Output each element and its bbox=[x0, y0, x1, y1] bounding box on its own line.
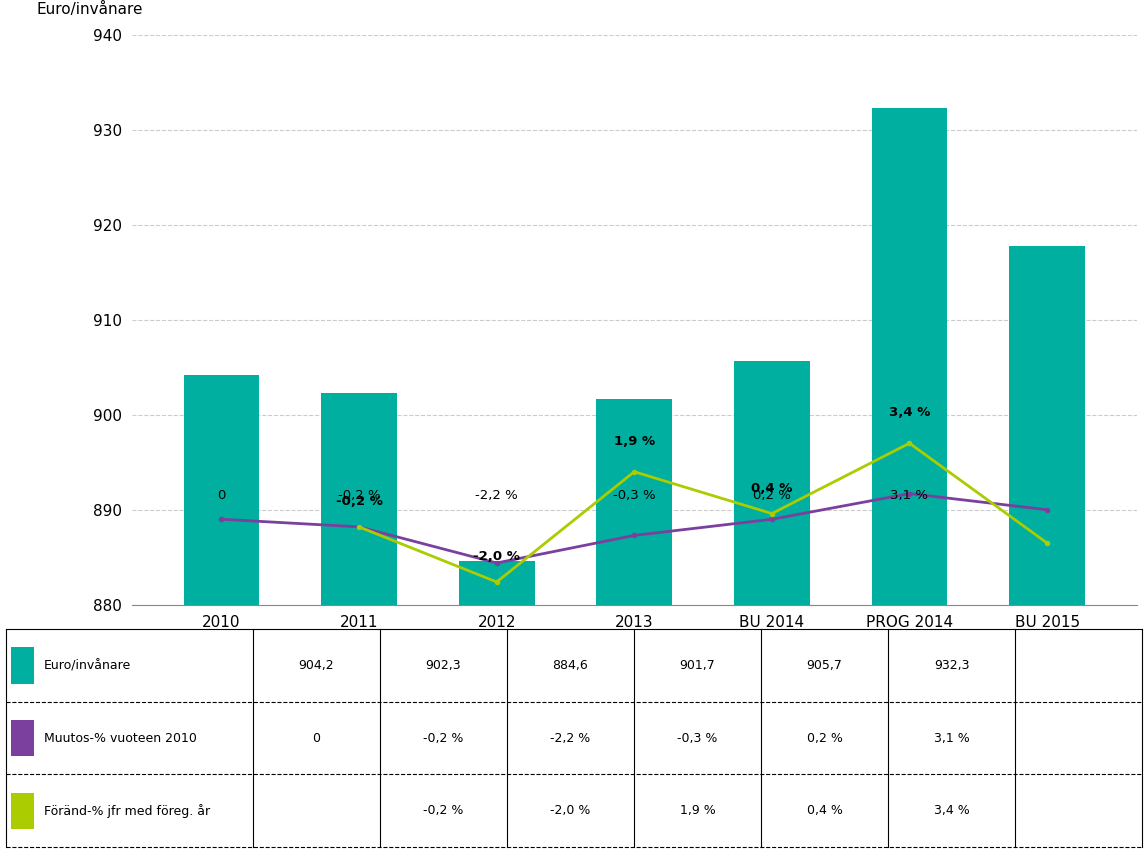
Text: 932,3: 932,3 bbox=[933, 659, 969, 672]
Text: 0: 0 bbox=[312, 732, 320, 745]
Bar bbox=[597, 398, 672, 605]
Text: Muutos-% vuoteen 2010: Muutos-% vuoteen 2010 bbox=[44, 732, 196, 745]
Text: 3,4 %: 3,4 % bbox=[933, 804, 969, 817]
Text: Euro/invånare: Euro/invånare bbox=[44, 659, 131, 672]
Text: -2,2 %: -2,2 % bbox=[550, 732, 590, 745]
Text: 902,3: 902,3 bbox=[426, 659, 461, 672]
Text: -0,3 %: -0,3 % bbox=[677, 732, 718, 745]
Text: 1,9 %: 1,9 % bbox=[614, 435, 654, 448]
Text: 1,9 %: 1,9 % bbox=[680, 804, 715, 817]
Text: 3,1 %: 3,1 % bbox=[933, 732, 969, 745]
Text: 0,4 %: 0,4 % bbox=[807, 804, 843, 817]
Bar bbox=[11, 792, 34, 829]
Text: 884,6: 884,6 bbox=[552, 659, 588, 672]
Text: 0,2 %: 0,2 % bbox=[753, 489, 791, 502]
Text: -0,2 %: -0,2 % bbox=[422, 732, 464, 745]
Text: 0,2 %: 0,2 % bbox=[807, 732, 843, 745]
Bar bbox=[734, 360, 809, 605]
Text: -0,2 %: -0,2 % bbox=[338, 489, 380, 502]
Text: 0,4 %: 0,4 % bbox=[751, 481, 792, 494]
Text: 904,2: 904,2 bbox=[298, 659, 334, 672]
Text: -0,2 %: -0,2 % bbox=[335, 495, 382, 508]
Bar bbox=[1009, 245, 1085, 605]
Text: -0,2 %: -0,2 % bbox=[422, 804, 464, 817]
Text: Föränd-% jfr med föreg. år: Föränd-% jfr med föreg. år bbox=[44, 804, 210, 817]
Text: -0,3 %: -0,3 % bbox=[613, 489, 656, 502]
Bar bbox=[871, 108, 947, 605]
Bar bbox=[459, 561, 535, 605]
Text: -2,0 %: -2,0 % bbox=[550, 804, 590, 817]
Text: -2,2 %: -2,2 % bbox=[475, 489, 518, 502]
Text: 901,7: 901,7 bbox=[680, 659, 715, 672]
Bar bbox=[321, 393, 397, 605]
Text: 3,1 %: 3,1 % bbox=[891, 489, 929, 502]
Text: 0: 0 bbox=[217, 489, 226, 502]
Bar bbox=[11, 647, 34, 683]
Text: 905,7: 905,7 bbox=[807, 659, 843, 672]
Text: Euro/invånare: Euro/invånare bbox=[37, 3, 144, 17]
Text: 3,4 %: 3,4 % bbox=[889, 406, 930, 420]
Bar bbox=[184, 375, 259, 605]
Bar bbox=[11, 720, 34, 756]
Text: -2,0 %: -2,0 % bbox=[473, 550, 520, 563]
